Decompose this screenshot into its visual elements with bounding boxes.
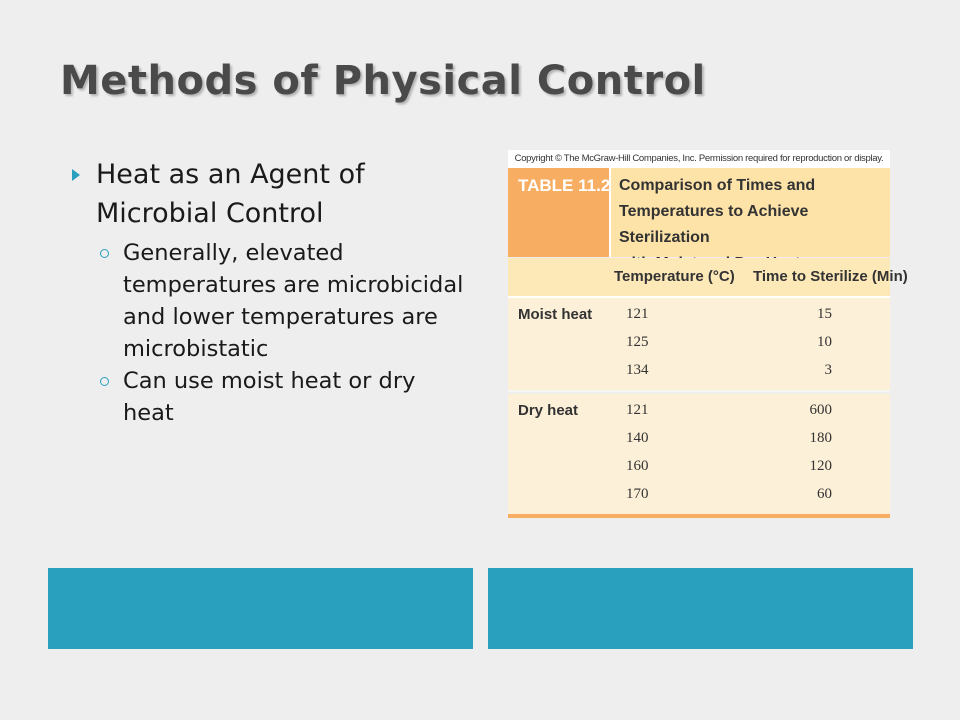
table-cell-time: 3: [824, 362, 833, 378]
table-cell-temperature: 121: [626, 402, 649, 418]
copyright-notice: Copyright © The McGraw-Hill Companies, I…: [508, 150, 890, 168]
sub-bullet-text: Generally, elevated temperatures are mic…: [123, 240, 464, 362]
sterilization-table-figure: Copyright © The McGraw-Hill Companies, I…: [508, 150, 908, 518]
table-cell-time: 60: [817, 486, 832, 502]
table-cell-time: 180: [809, 430, 833, 446]
circle-bullet-icon: [100, 249, 109, 258]
group-label: Moist heat: [518, 306, 593, 323]
sub-bullet-text: Can use moist heat or dry heat: [123, 368, 416, 426]
table-bottom-rule: [508, 514, 890, 518]
group-label: Dry heat: [518, 402, 579, 419]
table-cell-temperature: 140: [626, 430, 649, 446]
arrow-bullet-icon: [72, 169, 80, 181]
footer-placeholder-right: [488, 568, 913, 649]
bullet-list: Heat as an Agent of Microbial Control Ge…: [70, 155, 470, 429]
slide-title: Methods of Physical Control: [60, 58, 706, 104]
sub-bullet-item: Can use moist heat or dry heat: [98, 365, 470, 429]
table-group-dry-heat: Dry heat 121 600 140 180 160 120 170 60: [508, 394, 890, 516]
table-cell-temperature: 125: [626, 334, 649, 350]
table-cell-temperature: 160: [626, 458, 649, 474]
table-cell-temperature: 134: [626, 362, 649, 378]
footer-placeholder-left: [48, 568, 473, 649]
table-cell-temperature: 170: [626, 486, 649, 502]
table-group-moist-heat: Moist heat 121 15 125 10 134 3: [508, 298, 890, 392]
column-header-row: Temperature (°C) Time to Sterilize (Min): [508, 258, 908, 296]
table-cell-time: 600: [809, 402, 833, 418]
column-header-temperature: Temperature (°C): [614, 268, 735, 285]
table-cell-time: 10: [817, 334, 832, 350]
table-cell-time: 120: [809, 458, 833, 474]
table-header: TABLE 11.2 Comparison of Times and Tempe…: [508, 168, 890, 272]
divider: [508, 296, 890, 298]
bullet-main-text: Heat as an Agent of Microbial Control: [96, 159, 365, 229]
circle-bullet-icon: [100, 377, 109, 386]
caption-line: Comparison of Times and: [619, 177, 816, 194]
table-caption: Comparison of Times and Temperatures to …: [611, 168, 890, 272]
sub-bullet-list: Generally, elevated temperatures are mic…: [70, 237, 470, 429]
table-cell-temperature: 121: [626, 306, 649, 322]
table-cell-time: 15: [817, 306, 832, 322]
sub-bullet-item: Generally, elevated temperatures are mic…: [98, 237, 470, 365]
column-header-time: Time to Sterilize (Min): [753, 268, 908, 285]
bullet-main: Heat as an Agent of Microbial Control: [70, 155, 470, 233]
table-number: TABLE 11.2: [508, 168, 610, 257]
caption-line: Temperatures to Achieve Sterilization: [619, 203, 809, 246]
